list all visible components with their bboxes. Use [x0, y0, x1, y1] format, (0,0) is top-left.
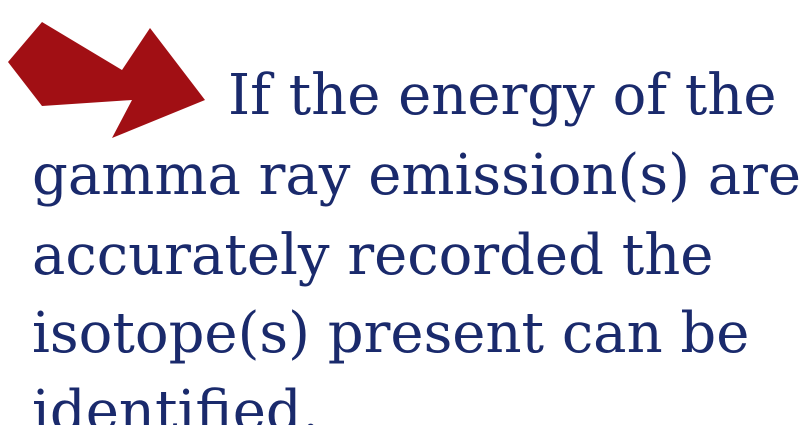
- text-line-2: gamma ray emission(s) are: [32, 143, 802, 208]
- text-line-1: If the energy of the: [228, 63, 777, 128]
- arrow-pointing-down-right-icon: [8, 22, 205, 138]
- text-line-3: accurately recorded the: [32, 223, 714, 288]
- text-line-4: isotope(s) present can be: [32, 301, 750, 366]
- text-line-5: identified.: [32, 379, 320, 425]
